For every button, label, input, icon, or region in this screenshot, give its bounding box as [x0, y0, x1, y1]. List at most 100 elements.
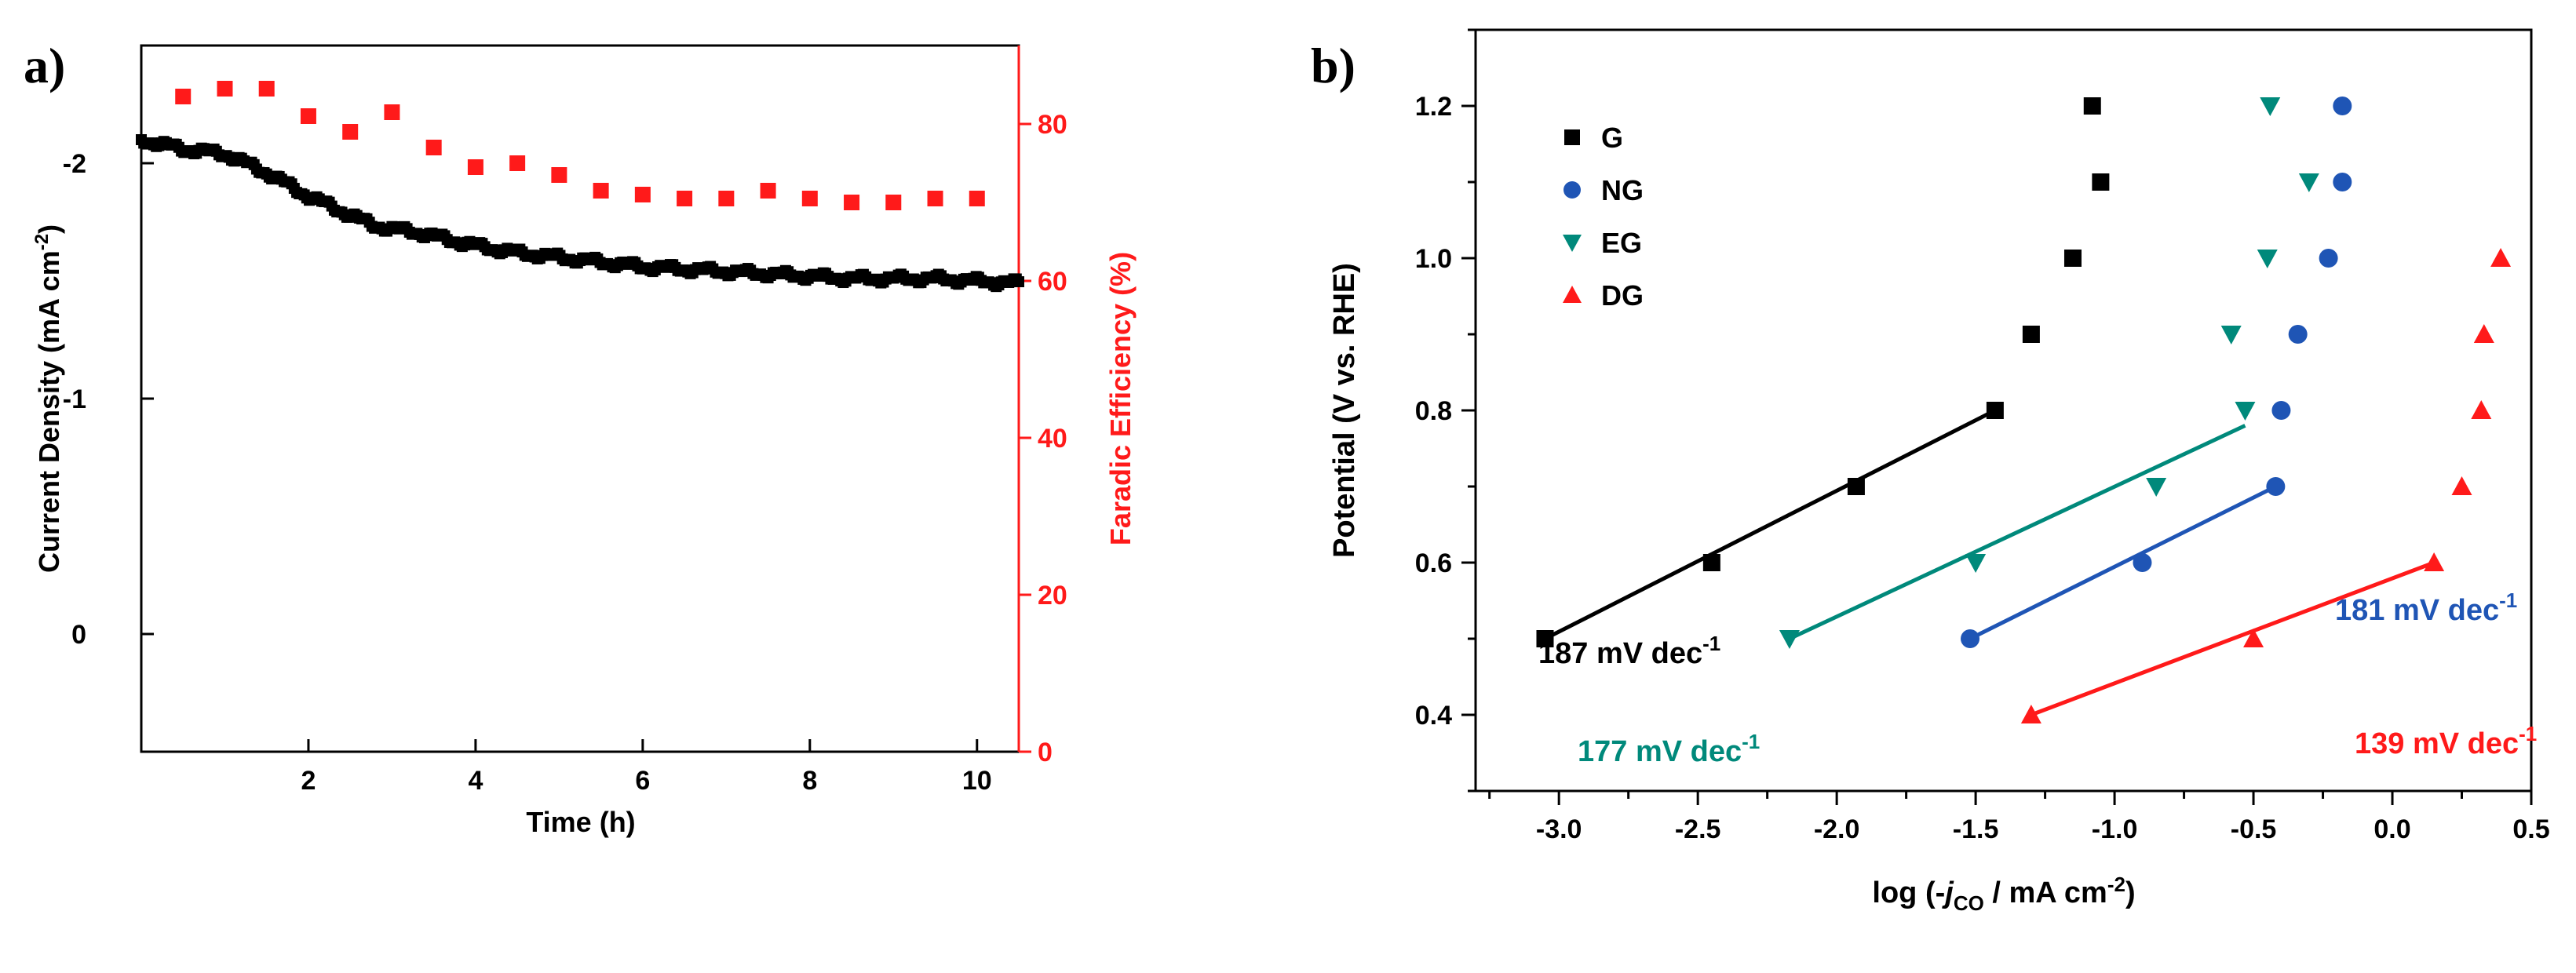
data-point-dg: [2243, 629, 2264, 647]
data-point-eg: [2260, 97, 2281, 116]
panel-a-x-ticks: 2 4 6 8 10: [301, 739, 992, 796]
data-point-dg: [2471, 400, 2492, 419]
legend-marker-dg: [1563, 286, 1582, 303]
faradaic-efficiency-point: [342, 124, 359, 140]
xlabel-sup: -2: [2107, 873, 2125, 896]
slope-value: 177 mV dec: [1578, 735, 1742, 768]
faradaic-efficiency-point: [551, 167, 567, 183]
b-x-tick-label: -0.5: [2231, 814, 2277, 844]
xlabel-sub: CO: [1954, 891, 1984, 915]
b-x-tick-label: 0.0: [2373, 814, 2410, 844]
slope-label-g: 187 mV dec-1: [1538, 632, 1720, 670]
data-point-ng: [2266, 477, 2286, 496]
panel-a-y-axis-label-left: Current Density (mA cm-2): [31, 224, 65, 573]
xlabel-j: j: [1941, 876, 1954, 909]
fit-lines: [1544, 408, 2436, 717]
slope-sup: -1: [1702, 632, 1720, 655]
panel-b-y-ticks: 0.4 0.6 0.8 1.0 1.2: [1415, 28, 1476, 793]
panel-a-label: a): [24, 38, 65, 93]
data-point-ng: [1961, 629, 1980, 648]
data-point-dg: [2424, 552, 2445, 571]
faradaic-efficiency-series: [175, 81, 985, 210]
faradaic-efficiency-point: [425, 140, 442, 155]
xlabel-pre: log (-: [1872, 876, 1945, 909]
slope-sup: -1: [1742, 730, 1760, 753]
panel-a: a) 2 4 6 8 10 0 -1 -2 0 20 40 60 80 Time (h) Curre…: [24, 38, 1137, 838]
slope-label-eg: 177 mV dec-1: [1578, 730, 1760, 768]
a-x-tick-label: 10: [962, 766, 992, 796]
faradaic-efficiency-point: [467, 159, 483, 175]
fit-line-eg: [1788, 424, 2246, 641]
data-point-ng: [2133, 553, 2152, 572]
data-point-g: [2083, 97, 2101, 115]
panel-a-axes-frame: [140, 44, 1020, 753]
panel-b-label: b): [1311, 38, 1356, 93]
faradaic-efficiency-point: [300, 108, 316, 124]
legend-label-g: G: [1601, 122, 1623, 154]
ylabel-left-sup: -2: [31, 234, 53, 250]
data-point-dg: [2020, 705, 2041, 723]
legend-marker-eg: [1563, 235, 1582, 252]
a-y-tick-label-right: 80: [1038, 110, 1067, 140]
panel-a-y-ticks-right: 0 20 40 60 80: [1019, 110, 1067, 767]
b-x-tick-label: -1.5: [1953, 814, 1999, 844]
fit-line-ng: [1968, 484, 2277, 641]
data-point-eg: [2220, 326, 2242, 344]
panel-b-y-axis-label: Potential (V vs. RHE): [1328, 263, 1361, 558]
faradaic-efficiency-point: [217, 81, 233, 97]
legend-label-eg: EG: [1601, 227, 1642, 259]
data-point-ng: [2333, 97, 2352, 115]
faradaic-efficiency-point: [927, 191, 943, 206]
data-point-dg: [2473, 324, 2494, 343]
b-x-tick-label: 0.5: [2512, 814, 2549, 844]
a-y-tick-label-right: 40: [1038, 424, 1067, 454]
ylabel-left-tail: ): [33, 224, 65, 234]
faradaic-efficiency-point: [384, 104, 400, 120]
a-y-tick-label-left: 0: [71, 620, 86, 650]
data-point-ng: [2288, 325, 2308, 344]
data-point-g: [1702, 554, 1720, 571]
b-x-tick-label: -3.0: [1536, 814, 1582, 844]
a-y-tick-label-right: 0: [1038, 738, 1053, 767]
legend-label-ng: NG: [1601, 174, 1644, 206]
legend-marker-g: [1564, 129, 1580, 145]
b-y-tick-label: 0.4: [1415, 701, 1452, 731]
data-point-g: [1986, 402, 2004, 419]
faradaic-efficiency-point: [885, 195, 902, 210]
a-y-tick-label-right: 60: [1038, 267, 1067, 297]
panel-a-x-axis-label: Time (h): [526, 806, 635, 838]
a-y-tick-label-left: -2: [63, 149, 86, 179]
data-points: [1536, 97, 2512, 723]
faradaic-efficiency-point: [634, 187, 651, 202]
b-y-tick-label: 0.8: [1415, 396, 1452, 426]
legend-label-dg: DG: [1601, 279, 1644, 312]
data-point-ng: [2333, 173, 2352, 191]
data-point-g: [2092, 173, 2110, 191]
data-point-eg: [2235, 402, 2256, 421]
a-x-tick-label: 8: [802, 766, 817, 796]
faradaic-efficiency-point: [801, 191, 818, 206]
slope-sup: -1: [2499, 589, 2517, 612]
data-point-eg: [1965, 554, 1987, 573]
data-point-eg: [1779, 630, 1800, 649]
data-point-dg: [2490, 248, 2512, 267]
fit-line-dg: [2031, 560, 2436, 717]
slope-label-ng: 181 mV dec-1: [2335, 589, 2517, 627]
a-y-tick-label-left: -1: [63, 384, 86, 414]
faradaic-efficiency-point: [509, 155, 526, 171]
data-point-eg: [2298, 173, 2319, 192]
legend-marker-ng: [1563, 181, 1581, 199]
faradaic-efficiency-point: [969, 191, 985, 206]
faradaic-efficiency-point: [593, 183, 609, 199]
a-x-tick-label: 4: [468, 766, 483, 796]
data-point-ng: [2319, 249, 2338, 268]
slope-sup: -1: [2519, 722, 2537, 745]
slope-value: 139 mV dec: [2355, 727, 2519, 760]
faradaic-efficiency-point: [760, 183, 776, 199]
data-point-dg: [2451, 476, 2472, 495]
panel-a-y-axis-label-right: Faradic Efficiency (%): [1104, 252, 1137, 545]
b-x-tick-label: -1.0: [2092, 814, 2138, 844]
a-x-tick-label: 2: [301, 766, 316, 796]
